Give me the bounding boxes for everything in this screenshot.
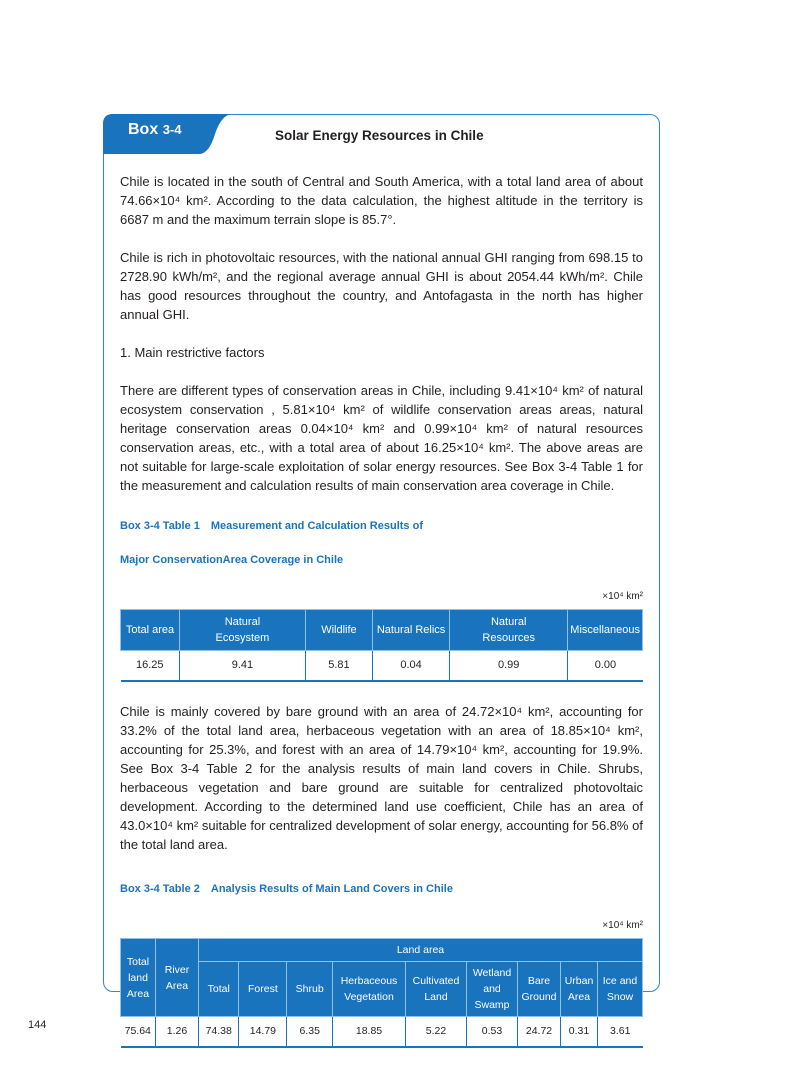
cell: 0.99 bbox=[449, 650, 569, 682]
header-cell: Natural Ecosystem bbox=[178, 609, 306, 651]
header-cell: Total bbox=[197, 961, 240, 1017]
cell: 5.22 bbox=[405, 1016, 467, 1048]
header-cell: Ice and Snow bbox=[597, 961, 643, 1017]
paragraph: Chile is rich in photovoltaic resources,… bbox=[120, 250, 643, 322]
box-title: Solar Energy Resources in Chile bbox=[275, 128, 484, 143]
cell: 0.00 bbox=[567, 650, 643, 682]
table2-unit: ×10⁴ km² bbox=[602, 920, 643, 931]
header-cell: Urban Area bbox=[560, 961, 598, 1017]
cell: 5.81 bbox=[304, 650, 373, 682]
header-cell: Natural Resources bbox=[449, 609, 569, 651]
header-cell: Wildlife bbox=[304, 609, 373, 651]
cell: 16.25 bbox=[120, 650, 180, 682]
box-tab bbox=[103, 114, 231, 154]
table1-unit: ×10⁴ km² bbox=[602, 591, 643, 602]
paragraph: There are different types of conservatio… bbox=[120, 383, 643, 493]
header-cell: Cultivated Land bbox=[405, 961, 467, 1017]
cell: 24.72 bbox=[517, 1016, 561, 1048]
cell: 9.41 bbox=[178, 650, 306, 682]
table2-caption: Box 3-4 Table 2 Analysis Results of Main… bbox=[120, 883, 453, 895]
header-cell: Forest bbox=[238, 961, 288, 1017]
header-cell: River Area bbox=[155, 938, 199, 1017]
paragraph: Chile is located in the south of Central… bbox=[120, 174, 643, 227]
cell: 1.26 bbox=[155, 1016, 199, 1048]
header-cell: Miscellaneous bbox=[567, 609, 643, 651]
cell: 14.79 bbox=[238, 1016, 288, 1048]
table1-caption: Box 3-4 Table 1 Measurement and Calculat… bbox=[120, 520, 423, 532]
cell: 74.38 bbox=[197, 1016, 240, 1048]
cell: 18.85 bbox=[332, 1016, 406, 1048]
header-cell: Herbaceous Vegetation bbox=[332, 961, 406, 1017]
paragraph: Chile is mainly covered by bare ground w… bbox=[120, 704, 643, 852]
header-cell: Shrub bbox=[286, 961, 333, 1017]
cell: 75.64 bbox=[120, 1016, 156, 1048]
cell: 6.35 bbox=[286, 1016, 333, 1048]
table1: Total area Natural Ecosystem Wildlife Na… bbox=[120, 609, 643, 682]
header-cell: Total area bbox=[120, 609, 180, 651]
cell: 0.31 bbox=[560, 1016, 598, 1048]
header-cell: Natural Relics bbox=[371, 609, 451, 651]
header-cell: Land area bbox=[198, 938, 643, 962]
cell: 0.53 bbox=[466, 1016, 518, 1048]
header-cell: Bare Ground bbox=[517, 961, 561, 1017]
box-label: Box 3-4 bbox=[128, 121, 182, 138]
cell: 0.04 bbox=[371, 650, 451, 682]
table2: Total land Area River Area Land area Tot… bbox=[120, 938, 643, 1048]
header-cell: Total land Area bbox=[120, 938, 156, 1017]
section-heading: 1. Main restrictive factors bbox=[120, 345, 265, 360]
page-number: 144 bbox=[28, 1019, 47, 1031]
box-body: Chile is located in the south of Central… bbox=[120, 172, 643, 1048]
cell: 3.61 bbox=[597, 1016, 643, 1048]
header-cell: Wetland and Swamp bbox=[466, 961, 518, 1017]
table1-caption: Major ConservationArea Coverage in Chile bbox=[120, 554, 344, 566]
